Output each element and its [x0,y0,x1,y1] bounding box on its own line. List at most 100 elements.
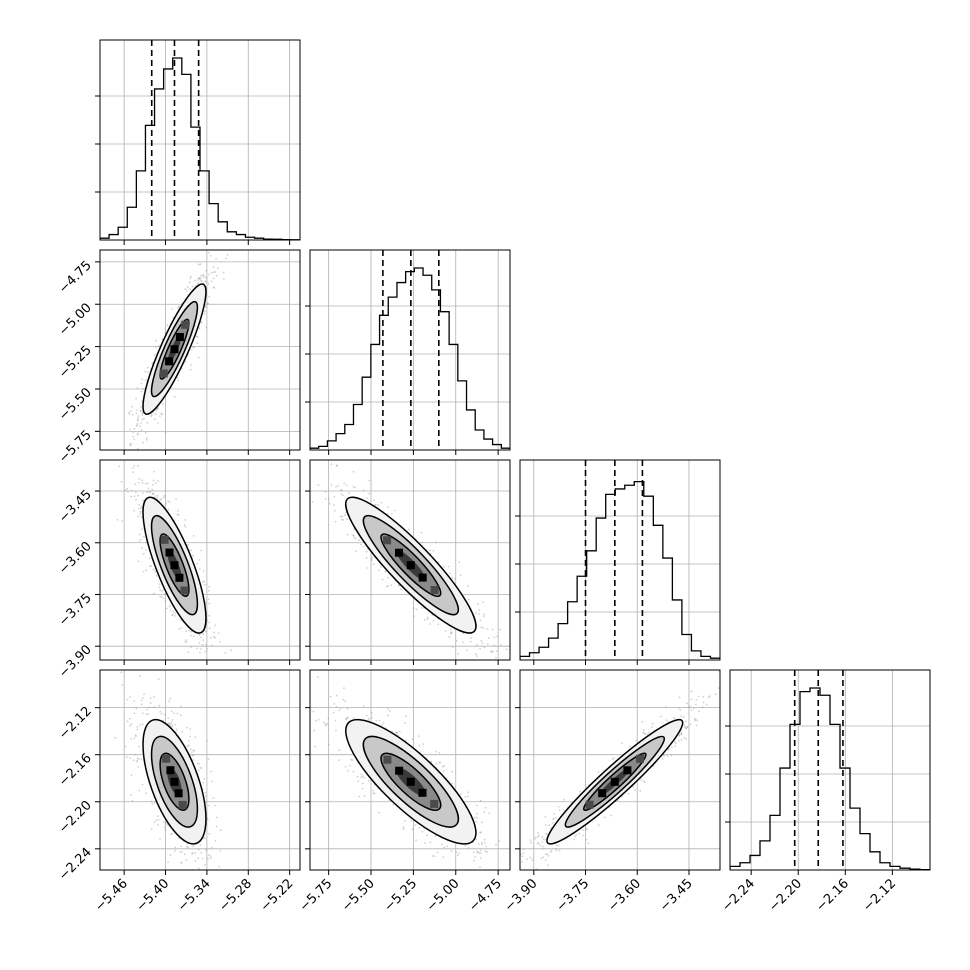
sample-point [151,488,154,491]
sample-point [129,428,131,431]
sample-point [151,483,154,486]
sample-point [350,758,352,761]
sample-point [188,549,191,551]
sample-point [434,835,437,837]
sample-point [469,886,471,888]
sample-point [446,845,449,848]
sample-point [384,570,387,573]
sample-point [694,718,697,720]
sample-point [197,857,200,860]
sample-point [368,479,371,482]
sample-point [203,911,205,913]
sample-point [137,432,139,435]
sample-point [199,844,202,847]
sample-point [680,732,683,735]
sample-point [442,856,445,858]
sample-point [145,549,148,551]
sample-point [495,843,497,846]
sample-point [146,708,149,711]
sample-point [215,274,218,277]
sample-point [573,838,575,841]
sample-point [189,277,192,280]
sample-point [211,846,213,849]
sample-point [426,618,429,621]
y-tick-label: −5.25 [56,343,95,382]
sample-point [543,652,545,654]
sample-point [141,414,144,416]
x-tick-label: −5.25 [381,876,420,915]
sample-point [455,851,458,854]
sample-point [697,695,700,698]
sample-point [339,707,342,710]
sample-point [140,699,143,702]
sample-point [140,429,143,431]
sample-point [177,510,179,512]
sample-point [334,719,337,722]
sample-point [203,580,205,583]
y-tick-label: −2.24 [56,845,95,884]
sample-point [141,482,144,484]
sample-point [420,607,423,609]
sample-point [189,748,192,751]
sample-point [293,446,295,448]
sample-point [346,518,348,521]
sample-point [480,831,482,834]
sample-point [180,627,183,629]
sample-point [395,731,398,734]
sample-point [478,609,481,612]
sample-point [333,496,336,498]
sample-point [131,799,134,802]
sample-point [462,641,464,644]
sample-point [476,816,478,819]
sample-point [126,756,128,759]
sample-point [597,770,600,773]
sample-point [150,800,153,803]
density-core [160,535,189,595]
density-cell [395,548,403,557]
sample-point [172,611,175,613]
sample-point [158,583,161,586]
density-cell [395,766,404,775]
sample-point [136,419,139,422]
y-tick-label: −5.00 [56,300,95,339]
sample-point [205,326,208,329]
sample-point [176,514,179,516]
sample-point [222,271,225,274]
sample-point [552,817,555,820]
sample-point [355,550,358,553]
sample-point [480,874,482,876]
sample-point [337,485,339,487]
sample-point [200,851,203,854]
sample-point [362,489,365,492]
sample-point [379,565,382,568]
sample-point [141,378,144,381]
sample-point [169,724,172,727]
sample-point [139,425,141,428]
sample-point [387,707,389,710]
panel-3-1: −5.75 −5.50 −5.25 −5.00 −4.75 [297,669,511,915]
sample-point [151,493,154,495]
sample-point [151,363,154,365]
sample-point [482,627,485,629]
sample-point [378,811,381,814]
sample-point [193,635,195,638]
sample-point [130,444,133,446]
sample-point [155,409,158,412]
sample-point [423,618,426,621]
sample-point [297,688,299,690]
sample-point [500,644,502,646]
sample-point [327,743,330,746]
sample-point [511,650,513,652]
sample-point [197,282,199,284]
sample-point [141,697,144,699]
sample-point [415,839,417,842]
sample-point [204,630,207,633]
sample-point [332,711,335,714]
sample-point [210,695,212,697]
density-cell [418,573,427,582]
sample-point [143,418,145,420]
x-tick-label: −5.75 [297,876,336,915]
sample-point [422,743,425,745]
sample-point [483,811,486,814]
y-tick-label: −5.50 [56,385,95,424]
